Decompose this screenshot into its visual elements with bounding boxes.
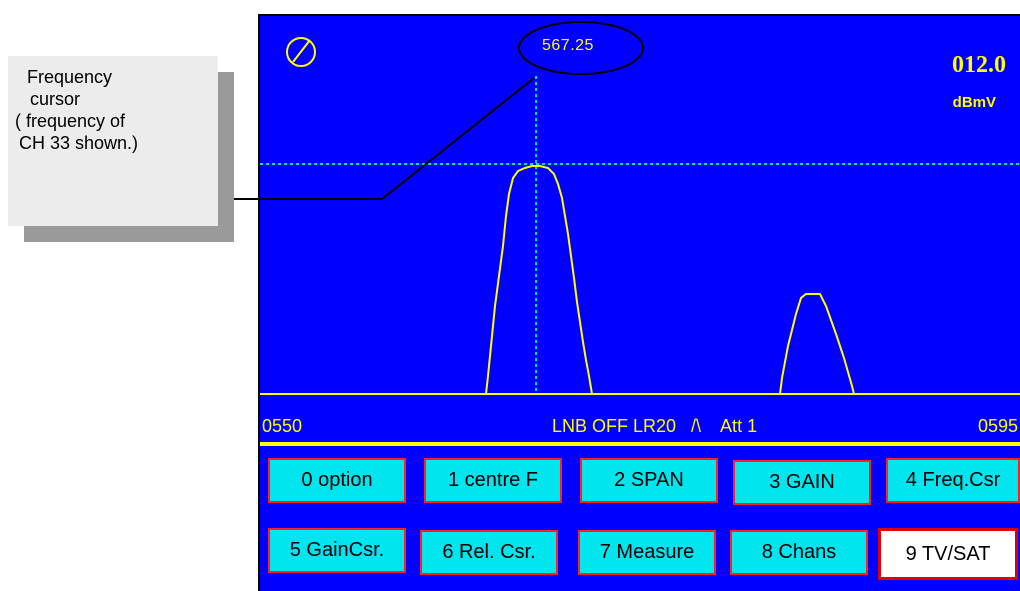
frequency-readout-ellipse	[518, 21, 644, 75]
softkey-span[interactable]: 2 SPAN	[580, 458, 718, 503]
circle-slash-icon[interactable]	[286, 37, 316, 67]
frequency-cursor-callout: Frequency cursor ( frequency of CH 33 sh…	[8, 56, 218, 226]
trace-carrier-2	[779, 293, 855, 395]
softkey-rel-csr[interactable]: 6 Rel. Csr.	[420, 530, 558, 575]
trace-carrier-1	[485, 165, 593, 395]
spectrum-display	[260, 21, 1020, 446]
callout-line-2: cursor	[30, 89, 81, 109]
status-bar: 0550 LNB OFF LR20 /\ Att 1 0595	[260, 406, 1020, 446]
level-unit: dBmV	[952, 94, 996, 111]
spectrum-analyzer-screen: 567.25 012.0 dBmV 0550 LNB OFF LR20 /\ A…	[258, 14, 1020, 591]
softkey-tv-sat[interactable]: 9 TV/SAT	[878, 528, 1018, 580]
start-frequency: 0550	[262, 416, 303, 436]
status-mode: LNB OFF LR20 /\ Att 1	[552, 416, 758, 436]
callout-line-1: Frequency	[27, 67, 113, 87]
softkey-option[interactable]: 0 option	[268, 458, 406, 503]
softkey-chans[interactable]: 8 Chans	[730, 530, 868, 575]
softkey-measure[interactable]: 7 Measure	[578, 530, 716, 575]
softkey-centre-f[interactable]: 1 centre F	[424, 458, 562, 503]
callout-line-3: ( frequency of	[15, 111, 126, 131]
cursor-frequency-readout: 567.25	[542, 37, 594, 54]
level-readout: 012.0	[952, 52, 1006, 78]
softkey-gain[interactable]: 3 GAIN	[733, 460, 871, 505]
callout-line-4: CH 33 shown.)	[19, 133, 139, 153]
softkey-gain-csr[interactable]: 5 GainCsr.	[268, 528, 406, 573]
softkey-freq-csr[interactable]: 4 Freq.Csr	[886, 458, 1020, 503]
stop-frequency: 0595	[977, 416, 1018, 436]
